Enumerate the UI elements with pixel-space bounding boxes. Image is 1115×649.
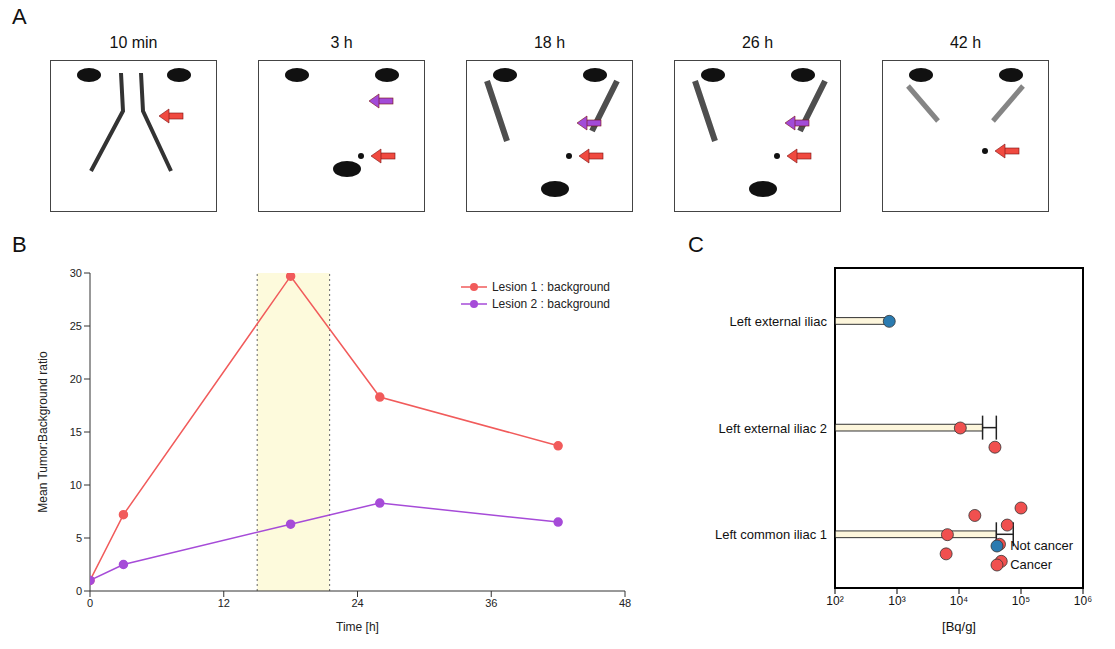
html-text:Lesion 1 : background: Lesion 1 : background — [491, 280, 610, 294]
html-text:Lesion 2 : background: Lesion 2 : background — [491, 297, 610, 311]
svg-text:0: 0 — [87, 597, 93, 609]
html-text:10 min: 10 min — [109, 34, 158, 51]
html-text:C: C — [688, 232, 704, 257]
svg-text:Time [h]: Time [h] — [336, 620, 379, 634]
html-text:3 h: 3 h — [330, 34, 353, 51]
svg-text:[Bq/g]: [Bq/g] — [942, 619, 976, 634]
svg-text:25: 25 — [70, 320, 82, 332]
html-text:42 h: 42 h — [949, 34, 982, 51]
svg-text:5: 5 — [76, 532, 82, 544]
svg-text:10⁴: 10⁴ — [950, 594, 969, 608]
svg-text:Left external iliac: Left external iliac — [729, 314, 827, 329]
svg-text:10⁵: 10⁵ — [1012, 594, 1030, 608]
svg-text:30: 30 — [70, 267, 82, 279]
html-text:Cancer: Cancer — [1010, 557, 1052, 572]
svg-text:Mean Tumor:Background ratio: Mean Tumor:Background ratio — [36, 351, 50, 513]
html-text:Not cancer: Not cancer — [1010, 538, 1073, 553]
svg-text:24: 24 — [351, 597, 363, 609]
svg-text:10²: 10² — [826, 594, 843, 608]
svg-text:10⁶: 10⁶ — [1074, 594, 1092, 608]
html-text:18 h: 18 h — [533, 34, 566, 51]
svg-text:12: 12 — [218, 597, 230, 609]
html-text:A: A — [12, 4, 27, 29]
svg-text:15: 15 — [70, 426, 82, 438]
svg-text:Left external iliac 2: Left external iliac 2 — [719, 421, 827, 436]
svg-text:0: 0 — [76, 585, 82, 597]
svg-text:10³: 10³ — [888, 594, 905, 608]
svg-text:48: 48 — [619, 597, 631, 609]
html-text:26 h: 26 h — [741, 34, 774, 51]
svg-text:10: 10 — [70, 479, 82, 491]
svg-text:Left common iliac 1: Left common iliac 1 — [715, 527, 827, 542]
svg-text:36: 36 — [485, 597, 497, 609]
svg-text:20: 20 — [70, 373, 82, 385]
html-text:B: B — [12, 232, 27, 257]
